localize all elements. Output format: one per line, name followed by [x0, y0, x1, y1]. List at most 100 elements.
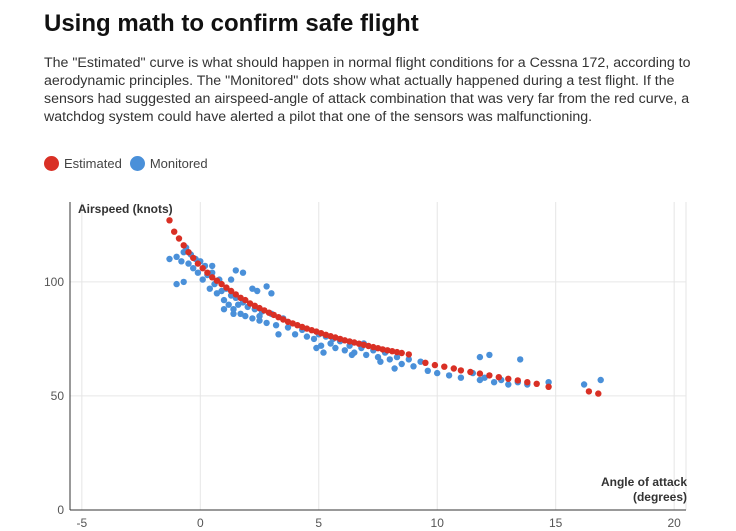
- point-estimated: [405, 351, 412, 358]
- point-monitored: [263, 319, 270, 327]
- x-tick-label: -5: [77, 516, 88, 530]
- point-monitored: [209, 269, 216, 276]
- point-monitored: [225, 301, 232, 308]
- point-monitored: [173, 280, 180, 288]
- chart-description: The "Estimated" curve is what should hap…: [44, 55, 691, 125]
- point-monitored: [268, 290, 275, 297]
- x-tick-label: 20: [667, 516, 681, 530]
- point-estimated: [209, 274, 216, 281]
- point-estimated: [180, 242, 187, 249]
- point-monitored: [445, 372, 453, 379]
- point-monitored: [256, 317, 263, 324]
- point-estimated: [341, 337, 348, 344]
- point-monitored: [291, 331, 299, 338]
- point-monitored: [199, 276, 206, 283]
- x-tick-label: 5: [315, 516, 322, 530]
- point-monitored: [190, 265, 197, 272]
- point-estimated: [533, 380, 540, 387]
- point-monitored: [239, 269, 247, 276]
- point-estimated: [227, 287, 235, 295]
- point-estimated: [431, 361, 439, 369]
- point-estimated: [265, 309, 273, 316]
- point-monitored: [348, 351, 356, 359]
- point-monitored: [398, 360, 405, 368]
- point-monitored: [405, 356, 412, 363]
- point-monitored: [284, 324, 292, 331]
- point-estimated: [398, 349, 405, 357]
- point-monitored: [242, 312, 249, 320]
- grid-lines: [70, 202, 687, 510]
- point-monitored: [235, 301, 242, 308]
- point-monitored: [249, 315, 256, 322]
- point-estimated: [422, 359, 429, 366]
- legend-item-monitored: Monitored: [129, 156, 208, 171]
- point-monitored: [386, 356, 393, 363]
- point-estimated: [213, 277, 221, 284]
- point-estimated: [467, 368, 474, 376]
- point-monitored: [457, 374, 465, 381]
- point-monitored: [263, 283, 270, 290]
- point-monitored: [249, 285, 256, 292]
- point-monitored: [254, 287, 261, 295]
- point-estimated: [303, 325, 311, 332]
- point-monitored: [424, 367, 431, 374]
- point-monitored: [303, 333, 311, 340]
- data-points: [166, 217, 604, 397]
- point-estimated: [166, 217, 173, 224]
- point-estimated: [185, 249, 192, 256]
- chart-title: Using math to confirm safe flight: [44, 10, 419, 37]
- y-tick-label: 50: [51, 389, 65, 403]
- point-estimated: [585, 388, 593, 395]
- point-monitored: [275, 331, 282, 338]
- point-estimated: [595, 390, 602, 397]
- point-monitored: [230, 306, 237, 313]
- point-monitored: [517, 356, 524, 363]
- point-estimated: [190, 254, 197, 262]
- point-estimated: [476, 370, 484, 377]
- point-estimated: [175, 235, 183, 242]
- point-monitored: [272, 322, 280, 329]
- point-monitored: [393, 353, 401, 361]
- point-estimated: [505, 375, 512, 382]
- point-monitored: [410, 363, 417, 370]
- point-monitored: [486, 351, 493, 359]
- point-estimated: [379, 346, 386, 353]
- point-monitored: [218, 287, 225, 295]
- legend-swatch-estimated: [44, 156, 59, 171]
- point-monitored: [227, 276, 235, 283]
- point-monitored: [476, 353, 484, 361]
- point-monitored: [206, 285, 213, 292]
- point-monitored: [341, 347, 348, 354]
- point-estimated: [199, 265, 206, 272]
- point-estimated: [280, 316, 287, 323]
- point-estimated: [495, 374, 502, 381]
- y-tick-label: 0: [57, 503, 64, 517]
- point-estimated: [194, 260, 202, 267]
- chart-legend: Estimated Monitored: [44, 156, 216, 171]
- point-monitored: [320, 349, 327, 356]
- legend-label-estimated: Estimated: [64, 156, 122, 171]
- point-monitored: [220, 296, 228, 304]
- point-monitored: [417, 358, 424, 365]
- y-axis-label: Airspeed (knots): [78, 202, 173, 216]
- point-monitored: [310, 335, 318, 343]
- point-estimated: [294, 322, 301, 329]
- point-estimated: [317, 330, 325, 337]
- point-monitored: [391, 365, 398, 372]
- point-monitored: [194, 269, 202, 276]
- point-estimated: [242, 296, 249, 304]
- x-tick-label: 0: [197, 516, 204, 530]
- point-monitored: [232, 267, 239, 274]
- point-estimated: [355, 340, 363, 347]
- point-estimated: [524, 379, 531, 386]
- point-monitored: [545, 379, 552, 386]
- point-estimated: [389, 348, 396, 355]
- x-axis-label-line1: Angle of attack: [601, 475, 687, 489]
- legend-swatch-monitored: [129, 156, 145, 171]
- point-monitored: [580, 381, 588, 388]
- point-monitored: [434, 369, 441, 377]
- legend-item-estimated: Estimated: [44, 156, 122, 171]
- x-axis-label-line2: (degrees): [633, 490, 687, 504]
